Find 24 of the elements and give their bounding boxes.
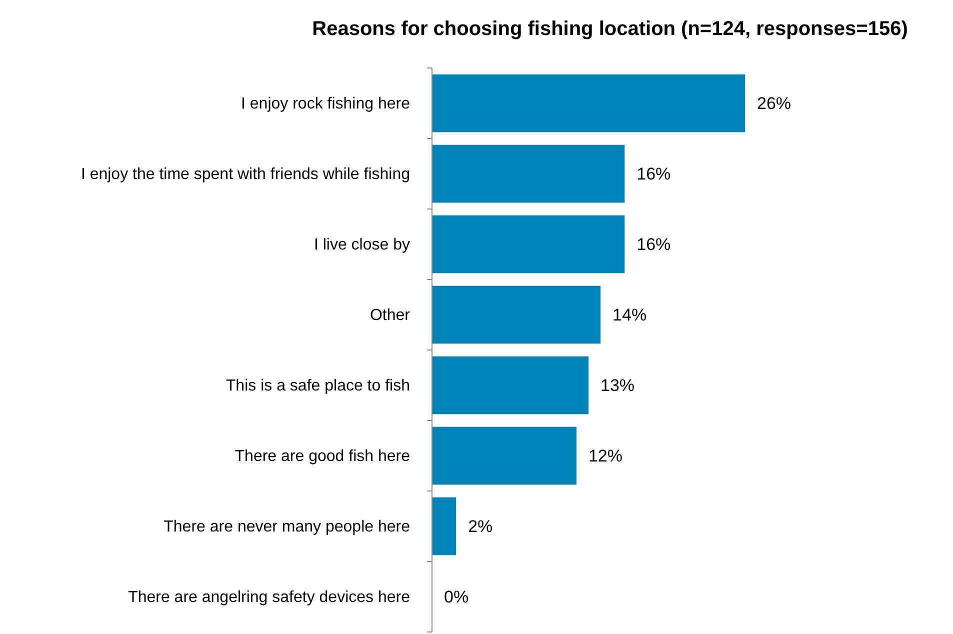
bar [432,497,456,556]
data-label: 16% [636,164,671,184]
data-label: 14% [612,306,647,325]
y-tick-label: Other [370,306,411,324]
bar [432,215,625,274]
data-label: 16% [636,235,671,254]
y-tick-label: I live close by [314,236,410,254]
data-label: 12% [588,446,622,466]
bar [432,356,588,414]
y-tick-label: There are angelring safety devices here [128,588,410,606]
y-tick-label: I enjoy the time spent with friends while fishing [80,166,410,183]
bar [432,74,745,132]
data-label: 26% [757,94,792,114]
bar [432,286,601,344]
data-label: 0% [444,588,469,607]
bar [432,144,625,203]
y-tick-label: There are never many people here [164,518,410,536]
y-tick-label: I enjoy rock fishing here [241,95,410,112]
bar [432,426,576,485]
y-tick-label: There are good fish here [234,448,410,465]
data-label: 13% [600,376,635,396]
chart-title: Reasons for choosing fishing location (n=124, responses=156) [312,18,908,40]
data-label: 2% [468,517,493,536]
y-tick-label: This is a safe place to fish [226,377,410,394]
